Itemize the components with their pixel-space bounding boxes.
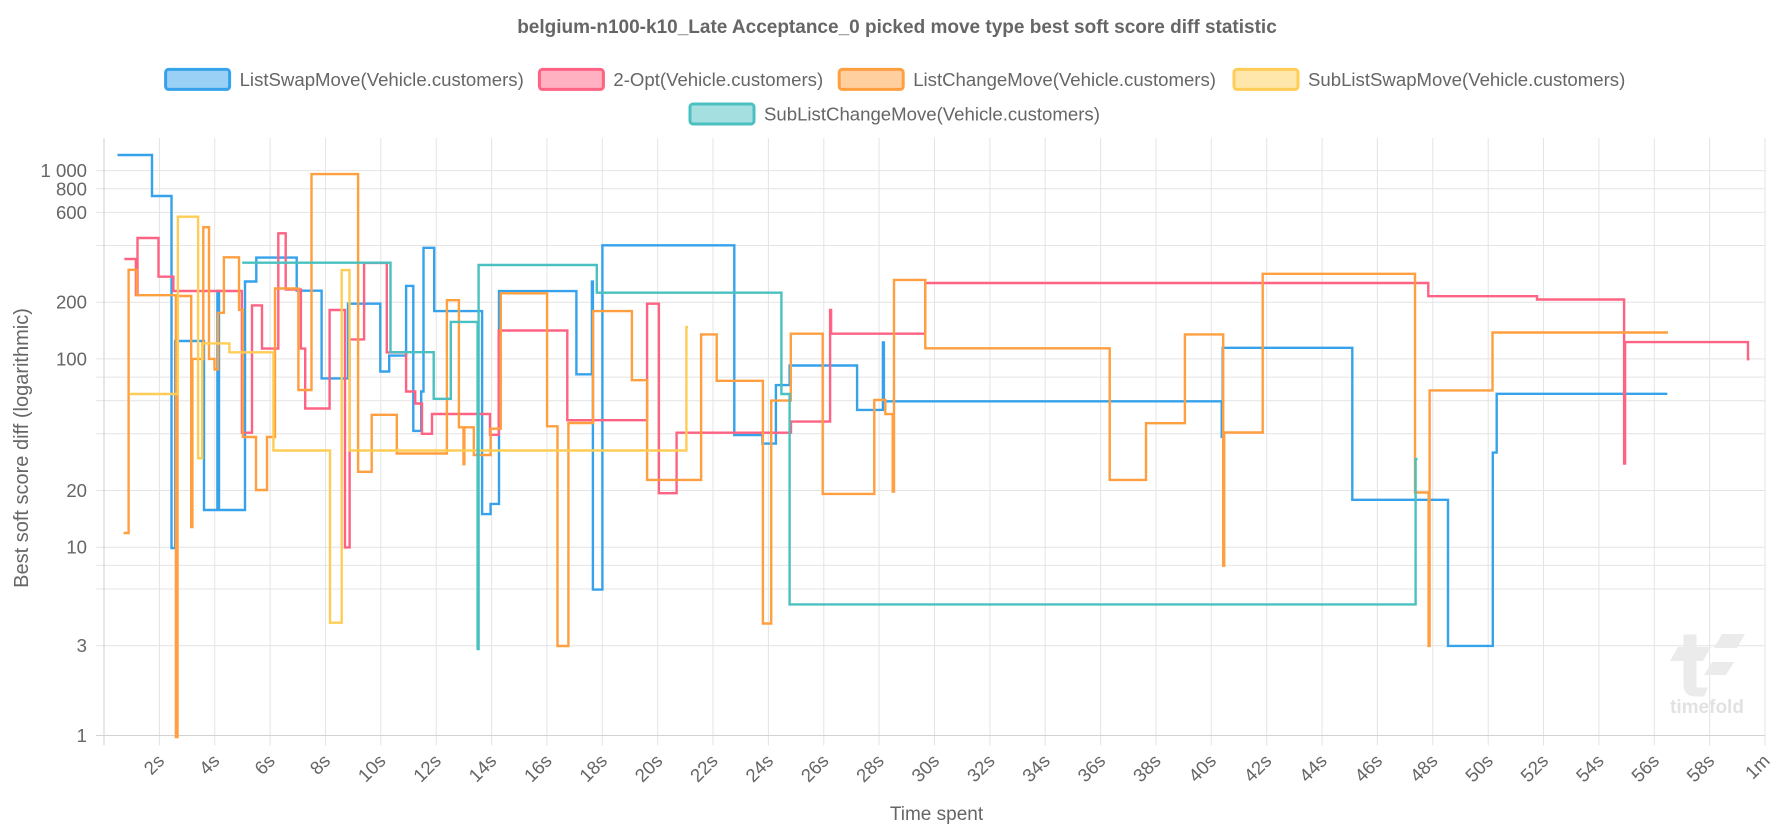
svg-text:SubListSwapMove(Vehicle.custom: SubListSwapMove(Vehicle.customers) xyxy=(1308,69,1625,90)
svg-text:1: 1 xyxy=(77,725,87,746)
svg-text:20: 20 xyxy=(66,480,87,501)
svg-text:Best soft score diff (logarith: Best soft score diff (logarithmic) xyxy=(11,308,33,588)
svg-text:1 000: 1 000 xyxy=(40,160,87,181)
svg-text:belgium-n100-k10_Late Acceptan: belgium-n100-k10_Late Acceptance_0 picke… xyxy=(517,17,1277,38)
svg-text:10: 10 xyxy=(66,537,87,558)
svg-text:3: 3 xyxy=(77,635,87,656)
svg-text:2-Opt(Vehicle.customers): 2-Opt(Vehicle.customers) xyxy=(613,69,823,90)
svg-text:SubListChangeMove(Vehicle.cust: SubListChangeMove(Vehicle.customers) xyxy=(764,104,1100,125)
svg-text:ListSwapMove(Vehicle.customers: ListSwapMove(Vehicle.customers) xyxy=(240,69,524,90)
svg-text:Time spent: Time spent xyxy=(890,804,984,825)
svg-text:600: 600 xyxy=(56,202,87,223)
svg-text:100: 100 xyxy=(56,348,87,369)
svg-text:ListChangeMove(Vehicle.custome: ListChangeMove(Vehicle.customers) xyxy=(913,69,1216,90)
svg-text:800: 800 xyxy=(56,178,87,199)
svg-text:200: 200 xyxy=(56,292,87,313)
svg-text:timefold: timefold xyxy=(1670,697,1744,718)
